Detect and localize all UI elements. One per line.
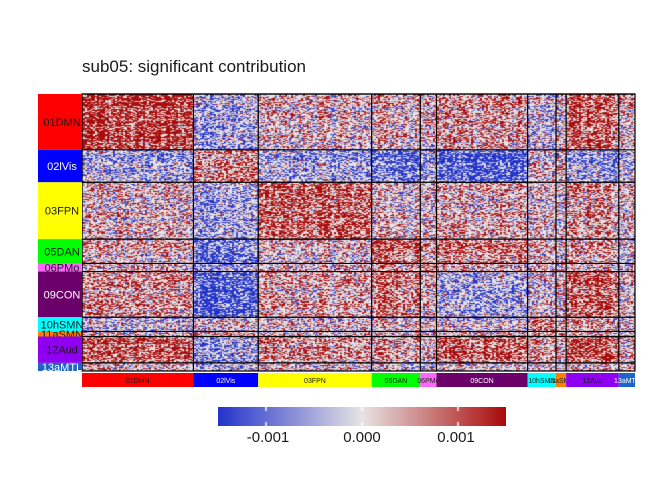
row-network-block [38, 149, 82, 183]
column-network-block [258, 373, 372, 387]
row-network-block [38, 182, 82, 240]
colorbar [218, 407, 506, 426]
column-network-label: 11aSMN [548, 378, 575, 385]
row-network-label: 02lVis [47, 161, 77, 173]
row-network-block [38, 336, 82, 363]
row-network-block [38, 271, 82, 318]
column-network-block [556, 373, 567, 387]
column-network-label: 10hSMN [528, 378, 555, 385]
row-network-label: 13aMTL [42, 362, 82, 374]
column-network-label: 12Aud [582, 378, 602, 385]
row-network-block [38, 94, 82, 150]
row-network-label: 01DMN [43, 117, 80, 129]
column-network-block [193, 373, 259, 387]
column-network-block [82, 373, 194, 387]
column-network-label: 09CON [470, 378, 493, 385]
colorbar-tick-label: -0.001 [246, 429, 290, 446]
column-network-label: 05DAN [385, 378, 408, 385]
column-network-label: 01DMN [126, 378, 150, 385]
row-network-label: 05DAN [44, 246, 80, 258]
column-network-block [618, 373, 635, 387]
row-network-label: 10hSMN [41, 319, 84, 331]
row-network-label: 12Aud [46, 345, 78, 357]
column-network-block [420, 373, 437, 387]
chart-title: sub05: significant contribution [82, 57, 306, 76]
row-network-block [38, 263, 82, 272]
column-network-block [371, 373, 421, 387]
column-network-label: 02lVis [216, 378, 235, 385]
row-network-label: 06PMo [45, 263, 80, 275]
row-network-block [38, 317, 82, 332]
row-network-label: 09CON [44, 289, 81, 301]
column-network-label: 06PMo [417, 378, 439, 385]
colorbar-tick-label: 0.001 [437, 429, 475, 446]
row-network-block [38, 239, 82, 264]
column-network-block [436, 373, 528, 387]
colorbar-tick-label: 0.000 [343, 429, 381, 446]
row-network-label: 03FPN [45, 206, 79, 218]
row-network-block [38, 362, 82, 371]
column-network-label: 13aMTL [614, 378, 640, 385]
row-network-block [38, 331, 82, 337]
column-network-block [566, 373, 619, 387]
column-network-label: 03FPN [304, 378, 326, 385]
matrix-border [81, 93, 636, 372]
column-network-block [527, 373, 556, 387]
